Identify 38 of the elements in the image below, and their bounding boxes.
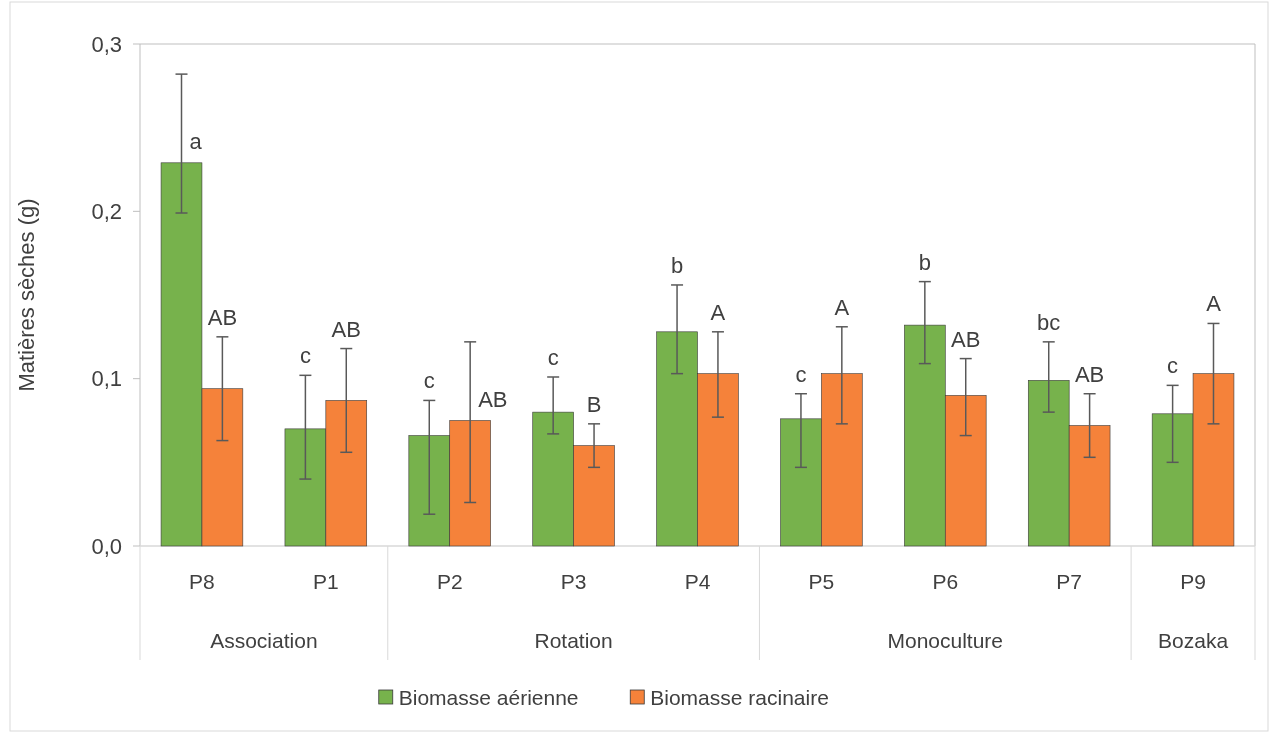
text: Bozaka [1158,629,1229,652]
data-label: AB [951,326,981,352]
data-label: AB [207,304,238,330]
y-axis-title: Matières sèches (g) [14,198,39,392]
data-label: c [795,361,807,387]
y-tick-label: 0,2 [91,199,122,225]
data-label: AB [331,316,361,342]
x-tick-label: P4 [684,570,711,593]
x-tick-label: P6 [932,570,959,593]
data-label: A [710,299,726,325]
x-tick-label: P5 [808,570,835,593]
y-tick-label: 0,1 [91,366,122,392]
x-tick-label: P3 [560,570,587,593]
data-label: c [547,344,559,370]
x-tick-label: P8 [189,570,215,593]
text: Rotation [534,629,613,652]
legend-label: Biomasse aérienne [398,686,579,710]
data-label: A [834,294,850,320]
text: Monoculture [887,629,1004,652]
data-label: c [1167,353,1179,379]
data-label: AB [478,386,508,412]
x-tick-label: P2 [436,570,463,593]
data-label: A [1206,291,1222,317]
text: Association [210,629,318,652]
x-tick-label: P9 [1180,570,1206,593]
legend-label: Biomasse racinaire [650,686,829,710]
y-tick-label: 0,0 [91,533,122,559]
data-label: b [918,249,931,275]
data-label: bc [1037,309,1061,335]
y-tick-label: 0,3 [91,31,122,57]
x-tick-label: P7 [1056,570,1083,593]
data-label: c [299,343,311,369]
data-label: c [423,368,435,394]
x-tick-label: P1 [312,570,339,593]
data-label: AB [1074,361,1105,387]
data-label: a [189,128,203,154]
data-label: b [670,252,684,278]
data-label: B [586,391,602,417]
